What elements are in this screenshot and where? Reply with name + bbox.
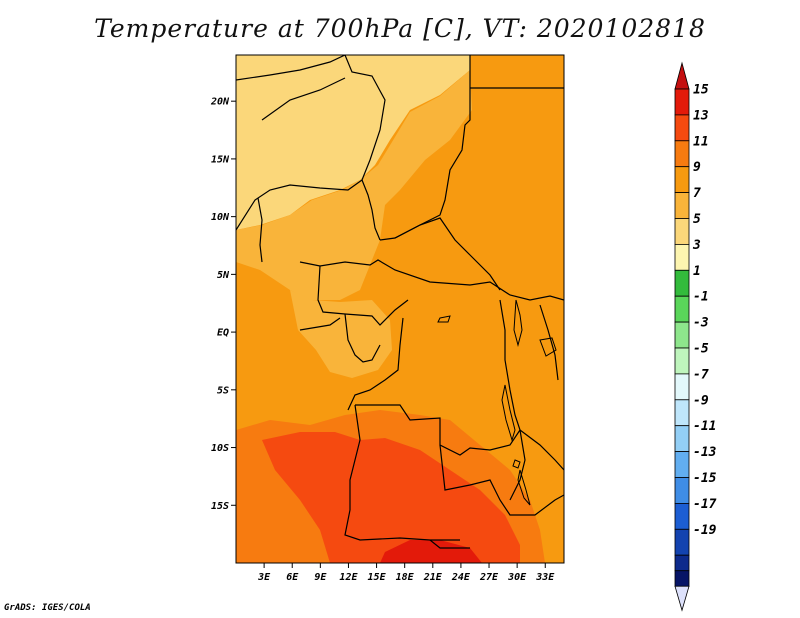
colorbar-label: -3 [693,316,709,331]
colorbar-label: 1 [693,264,701,279]
lat-tick-label: 5N [217,270,230,281]
lat-tick-label: 10N [211,212,230,223]
colorbar-swatch [674,321,690,349]
grads-credit: GrADS: IGES/COLA [4,603,91,613]
lon-tick-label: 30E [507,572,527,583]
colorbar-swatch [674,218,690,245]
colorbar-label: -1 [693,290,709,305]
colorbar-swatch [674,243,690,271]
colorbar-label: -9 [693,393,709,408]
colorbar-swatch [674,477,690,504]
colorbar-label: -13 [693,445,717,460]
temperature-field [236,55,564,563]
colorbar-swatch [674,502,690,530]
colorbar-label: -19 [693,523,717,538]
southern-hot-core [380,540,482,563]
country-borders [236,55,564,549]
colorbar-swatch [674,373,690,401]
colorbar-top-arrow [674,61,690,90]
colorbar-swatch [674,554,690,572]
colorbar-swatch [674,166,690,193]
lon-tick-label: 33E [535,572,555,583]
lat-tick-label: 20N [210,97,230,108]
lon-tick-label: 21E [423,572,443,583]
colorbar-swatch [674,192,690,219]
colorbar-swatch [674,114,690,142]
colorbar-swatch [674,528,690,556]
lon-tick-label: 9E [314,572,327,583]
colorbar: 15 13 11 9 7 5 3 1 -1 -3 -5 -7 -9 -11 -13 -15 -17 -19 [674,61,717,612]
gabon-warm [290,290,392,378]
colorbar-swatch [674,88,690,116]
colorbar-swatch [674,570,690,587]
map-title: Temperature at 700hPa [C], VT: 202010281… [94,14,706,43]
lon-tick-label: 12E [339,572,358,583]
colorbar-swatch [674,269,690,297]
latitude-axis: 20N 15N 10N 5N EQ 5S 10S 15S [210,97,236,512]
colorbar-swatch [674,451,690,478]
colorbar-label: 9 [693,160,701,175]
colorbar-label: 5 [693,212,701,227]
colorbar-label: 7 [693,186,701,201]
angola-hot-core [262,432,520,563]
colorbar-label: -17 [693,497,717,512]
colorbar-label: 13 [693,108,709,123]
colorbar-bottom-arrow [674,585,690,612]
lon-tick-label: 15E [368,572,387,583]
lat-tick-label: 10S [211,443,229,454]
colorbar-label: 11 [693,134,709,149]
map-frame [235,54,565,564]
lat-tick-label: 15S [211,501,229,512]
colorbar-label: -7 [693,367,709,382]
colorbar-swatch [674,399,690,427]
colorbar-swatch [674,347,690,375]
colorbar-label: 3 [692,238,701,253]
lat-tick-label: EQ [217,328,229,339]
lon-tick-label: 27E [479,572,499,583]
colorbar-label: -15 [693,471,717,486]
colorbar-label: 15 [693,83,709,98]
lon-tick-label: 6E [286,572,299,583]
lon-tick-label: 18E [396,572,415,583]
colorbar-label: -5 [693,342,709,357]
longitude-axis: 3E 6E 9E 12E 15E 18E 21E 24E 27E 30E 33E [257,563,555,583]
lakes [437,299,557,506]
colorbar-swatch [674,295,690,323]
lon-tick-label: 24E [451,572,471,583]
colorbar-swatch [674,425,690,453]
lat-tick-label: 15N [211,154,230,165]
lat-tick-label: 5S [217,385,229,396]
lon-tick-label: 3E [257,572,271,583]
colorbar-swatch [674,140,690,168]
colorbar-label: -11 [693,419,716,434]
